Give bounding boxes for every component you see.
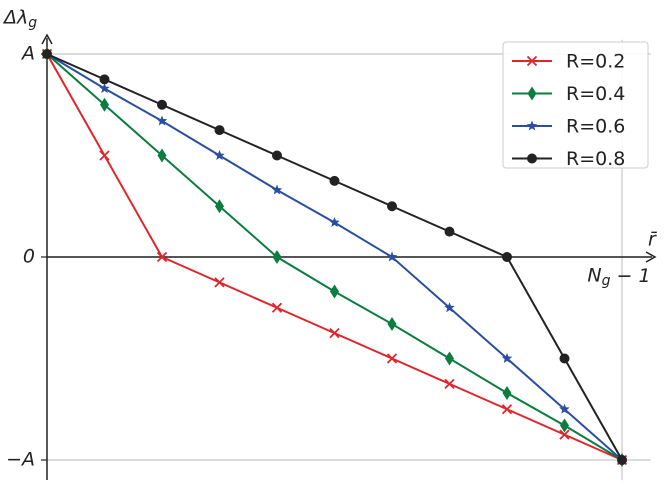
legend (502, 41, 649, 169)
marker (559, 429, 570, 440)
marker (559, 403, 570, 414)
marker (156, 251, 168, 263)
marker (272, 250, 282, 265)
legend-label: R=0.4 (566, 83, 625, 105)
marker (501, 353, 513, 363)
marker (527, 86, 537, 101)
marker (444, 226, 455, 237)
x-tick-label: Ng − 1 (587, 265, 650, 290)
marker (329, 327, 340, 339)
plot (41, 47, 628, 468)
marker (559, 353, 570, 364)
y-axis-label: Δλg (2, 7, 37, 32)
x-arrow (645, 251, 657, 263)
marker (215, 199, 224, 214)
marker (156, 115, 168, 126)
marker (214, 277, 225, 288)
marker (445, 351, 454, 366)
marker (272, 150, 282, 161)
legend-label: R=0.6 (566, 116, 625, 138)
legend-label: R=0.8 (566, 148, 625, 170)
y-tick-label: A (20, 43, 35, 65)
marker (444, 302, 455, 313)
marker (99, 74, 110, 85)
marker (386, 353, 398, 364)
marker (157, 99, 167, 110)
y-tick-label: −A (6, 449, 35, 471)
marker (387, 201, 397, 212)
marker (330, 284, 339, 299)
marker (502, 386, 512, 401)
marker (99, 150, 110, 161)
marker (387, 316, 397, 331)
marker (271, 184, 283, 195)
marker (214, 150, 225, 160)
marker (329, 217, 340, 227)
marker (100, 97, 109, 112)
marker (617, 455, 627, 466)
marker (214, 125, 225, 136)
y-tick-label: 0 (23, 246, 35, 268)
legend-label: R=0.2 (566, 51, 625, 73)
marker (560, 418, 569, 433)
marker (386, 251, 398, 262)
marker (99, 83, 110, 93)
marker (502, 252, 512, 263)
marker (526, 55, 538, 67)
marker (501, 404, 513, 415)
y-arrow (41, 33, 53, 45)
marker (527, 153, 537, 164)
marker (329, 175, 340, 186)
marker (526, 120, 538, 131)
marker (271, 302, 283, 313)
x-axis-label: r̄ (648, 229, 657, 251)
marker (157, 148, 167, 163)
marker (444, 378, 455, 390)
